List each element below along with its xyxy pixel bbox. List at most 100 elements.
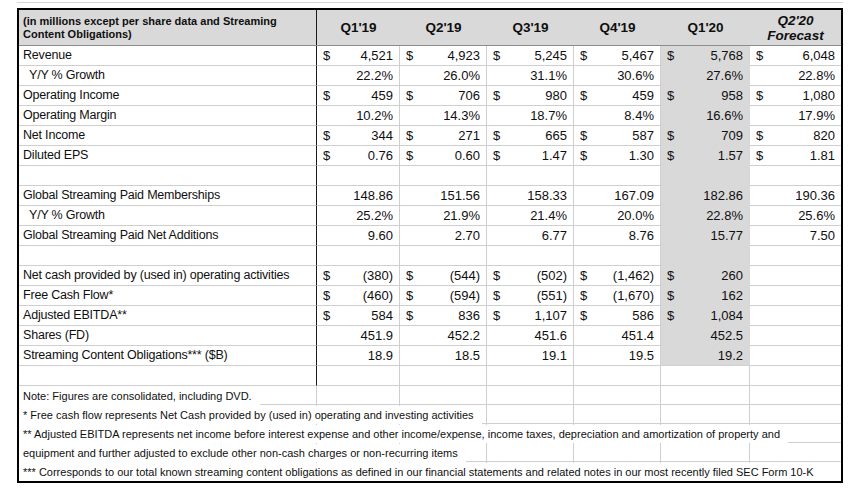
cell: $5,768	[661, 46, 750, 66]
cell-value: 1,107	[534, 306, 573, 325]
cell-value: (460)	[363, 286, 399, 305]
cell-value: (551)	[537, 286, 573, 305]
cell-value: 22.8%	[798, 66, 841, 85]
cell: 18.5	[400, 346, 487, 366]
cell: 10.2%	[317, 106, 400, 126]
cell: $(551)	[487, 286, 574, 306]
cell: $5,245	[487, 46, 574, 66]
cell	[400, 166, 487, 186]
column-header-label: Q1'20	[687, 20, 723, 35]
cell-value: 1.57	[718, 146, 749, 165]
row-label: Streaming Content Obligations*** ($B)	[19, 346, 317, 366]
gridline	[486, 386, 487, 404]
gridline	[573, 386, 574, 404]
row-label: Net Income	[19, 126, 317, 146]
currency-symbol: $	[487, 86, 500, 105]
cell-value: 451.6	[534, 326, 573, 345]
cell-value: 148.86	[353, 186, 399, 205]
currency-symbol: $	[574, 286, 587, 305]
cell	[661, 366, 750, 386]
cell	[661, 246, 750, 266]
cell: 19.5	[574, 346, 661, 366]
cell: 451.6	[487, 326, 574, 346]
cell: 2.70	[400, 226, 487, 246]
cell: $(502)	[487, 266, 574, 286]
currency-symbol: $	[750, 46, 763, 65]
row-label: Operating Margin	[19, 106, 317, 126]
cell-value: 158.33	[527, 186, 573, 205]
row-label: Global Streaming Paid Memberships	[19, 186, 317, 206]
cell-value: 15.77	[710, 226, 749, 245]
cell-value: 21.9%	[443, 206, 486, 225]
currency-symbol: $	[400, 86, 413, 105]
cell: 25.2%	[317, 206, 400, 226]
currency-symbol: $	[487, 146, 500, 165]
gridline	[749, 386, 750, 404]
cell: 452.2	[400, 326, 487, 346]
currency-symbol: $	[317, 146, 330, 165]
cell-value: 587	[632, 126, 660, 145]
cell-value: 709	[721, 126, 749, 145]
cell-value: 167.09	[614, 186, 660, 205]
cell-value: 6,048	[802, 46, 841, 65]
table-row-shares-fd: Shares (FD)451.9452.2451.6451.4452.5	[19, 326, 841, 346]
table-row-net-cash-provided-by-used-in-operating-activities: Net cash provided by (used in) operating…	[19, 266, 841, 286]
gridline	[486, 405, 487, 423]
gridline	[486, 443, 487, 461]
row-label: Adjusted EBITDA**	[19, 306, 317, 326]
cell	[487, 366, 574, 386]
cell	[574, 166, 661, 186]
currency-symbol: $	[487, 306, 500, 325]
cell: $958	[661, 86, 750, 106]
footnote-row: *** Corresponds to our total known strea…	[19, 462, 841, 481]
cell: 6.77	[487, 226, 574, 246]
row-label: Diluted EPS	[19, 146, 317, 166]
table-row-operating-income: Operating Income$459$706$980$459$958$1,0…	[19, 86, 841, 106]
row-label: Global Streaming Paid Net Additions	[19, 226, 317, 246]
currency-symbol: $	[750, 146, 763, 165]
cell-value: 1.47	[542, 146, 573, 165]
cell-value: 5,768	[710, 46, 749, 65]
table-row-global-streaming-paid-net-additions: Global Streaming Paid Net Additions 9.602…	[19, 226, 841, 246]
cell-value: 22.8%	[706, 206, 749, 225]
column-header-q2-20: Q2'20Forecast	[750, 10, 841, 45]
table-row-blank	[19, 246, 841, 266]
cell: 8.4%	[574, 106, 661, 126]
cell-value: 14.3%	[443, 106, 486, 125]
cell: $0.76	[317, 146, 400, 166]
cell	[487, 246, 574, 266]
footnote-text: ** Adjusted EBITDA represents net income…	[19, 425, 788, 443]
table-body: Revenue$4,521$4,923$5,245$5,467$5,768$6,…	[19, 46, 841, 386]
column-header-q3-19: Q3'19	[487, 10, 574, 45]
currency-symbol: $	[574, 306, 587, 325]
cell	[661, 166, 750, 186]
cell: $5,467	[574, 46, 661, 66]
cell: $4,521	[317, 46, 400, 66]
cell: 151.56	[400, 186, 487, 206]
cell: $459	[317, 86, 400, 106]
currency-symbol: $	[661, 286, 674, 305]
cell: 27.6%	[661, 66, 750, 86]
cell: 25.6%	[750, 206, 841, 226]
cell-value: 9.60	[368, 226, 399, 245]
cell	[750, 346, 841, 366]
currency-symbol: $	[661, 146, 674, 165]
gridline	[749, 443, 750, 461]
cell-value: 260	[721, 266, 749, 285]
cell: 26.0%	[400, 66, 487, 86]
row-label: Y/Y % Growth	[19, 66, 317, 86]
table-row-revenue: Revenue$4,521$4,923$5,245$5,467$5,768$6,…	[19, 46, 841, 66]
cell: 19.1	[487, 346, 574, 366]
cell-value: 27.6%	[706, 66, 749, 85]
cell: 14.3%	[400, 106, 487, 126]
currency-symbol: $	[661, 126, 674, 145]
gridline	[573, 405, 574, 423]
cell-value: (1,670)	[613, 286, 660, 305]
cell-value: 0.76	[368, 146, 399, 165]
cell: $836	[400, 306, 487, 326]
cell-value: 836	[458, 306, 486, 325]
currency-symbol: $	[400, 266, 413, 285]
cell: 7.50	[750, 226, 841, 246]
cell	[750, 166, 841, 186]
cell: $(544)	[400, 266, 487, 286]
